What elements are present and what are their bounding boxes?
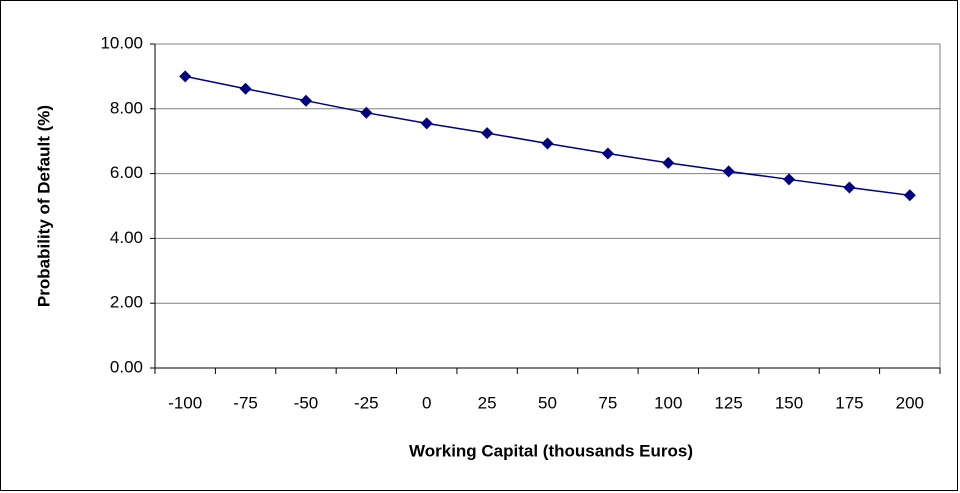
data-point — [360, 106, 373, 119]
x-tick-label: -100 — [168, 393, 202, 412]
data-point — [601, 147, 614, 160]
x-tick-label: 200 — [896, 393, 924, 412]
data-point — [541, 137, 554, 150]
x-tick-label: 75 — [598, 393, 617, 412]
data-point — [481, 127, 494, 140]
y-tick-label: 10.00 — [100, 33, 143, 52]
x-tick-label: 100 — [654, 393, 682, 412]
y-tick-label: 8.00 — [110, 98, 143, 117]
y-tick-label: 4.00 — [110, 228, 143, 247]
x-tick-label: 175 — [835, 393, 863, 412]
x-tick-label: 50 — [538, 393, 557, 412]
data-point — [420, 117, 433, 130]
x-tick-label: 25 — [478, 393, 497, 412]
x-tick-label: 150 — [775, 393, 803, 412]
x-tick-label: 125 — [714, 393, 742, 412]
data-point — [903, 189, 916, 202]
y-tick-label: 6.00 — [110, 163, 143, 182]
y-axis-title: Probability of Default (%) — [34, 105, 53, 307]
data-point — [662, 156, 675, 169]
x-tick-label: -75 — [233, 393, 258, 412]
x-axis-title: Working Capital (thousands Euros) — [409, 441, 693, 460]
data-point — [179, 70, 192, 83]
data-point — [843, 181, 856, 194]
data-point — [299, 94, 312, 107]
x-tick-label: -50 — [294, 393, 319, 412]
y-tick-label: 2.00 — [110, 293, 143, 312]
x-tick-label: -25 — [354, 393, 379, 412]
data-point — [239, 82, 252, 95]
y-tick-label: 0.00 — [110, 357, 143, 376]
x-tick-label: 0 — [422, 393, 431, 412]
data-point — [783, 173, 796, 186]
data-point — [722, 165, 735, 178]
